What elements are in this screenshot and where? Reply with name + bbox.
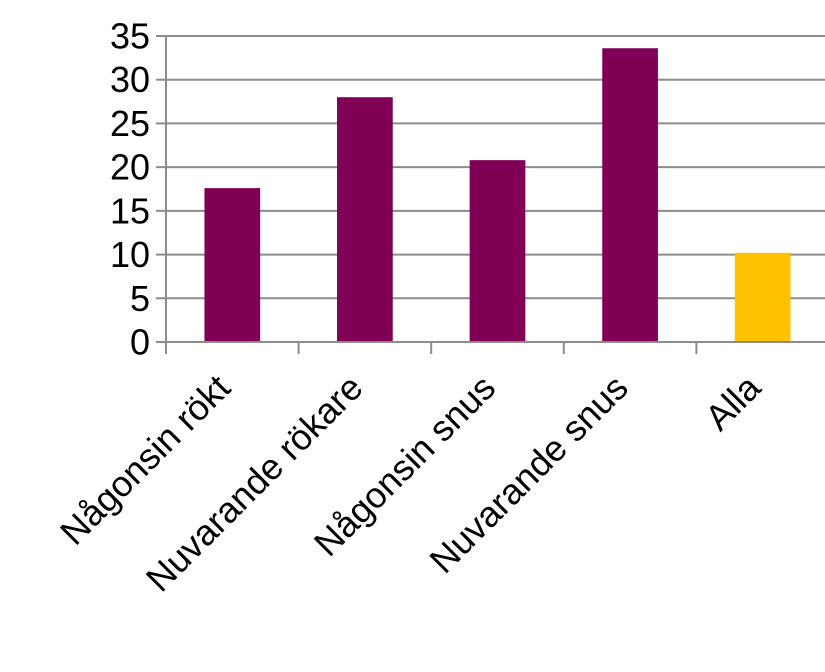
x-tick-label: Alla xyxy=(697,366,769,438)
y-tick-label: 0 xyxy=(130,322,150,363)
y-tick-label: 10 xyxy=(110,234,150,275)
y-tick-label: 30 xyxy=(110,59,150,100)
y-tick-label: 20 xyxy=(110,147,150,188)
bars xyxy=(204,48,791,343)
bar-5 xyxy=(734,252,791,342)
y-tick-label: 15 xyxy=(110,190,150,231)
axes xyxy=(156,35,825,354)
bar-1 xyxy=(204,188,261,342)
y-tick-label: 35 xyxy=(110,16,150,57)
y-tick-label: 25 xyxy=(110,103,150,144)
bar-3 xyxy=(469,160,526,342)
y-tick-label: 5 xyxy=(130,278,150,319)
bar-4 xyxy=(602,48,658,343)
bar-2 xyxy=(337,97,393,342)
